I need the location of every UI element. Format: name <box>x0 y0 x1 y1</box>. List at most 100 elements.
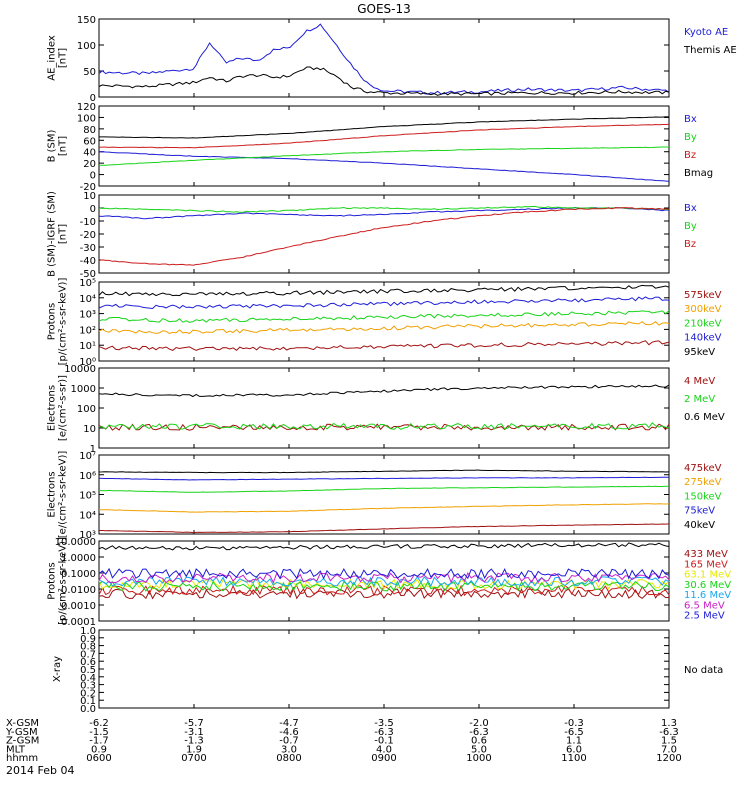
y-axis-label: X-ray <box>52 656 63 682</box>
legend-entry: 140keV <box>684 333 722 344</box>
orbit-table: X-GSM -6.2 -5.7 -4.7 -3.5 -2.0 -0.3 1.3 Y-GSM -1.… <box>5 718 682 764</box>
y-tick-label: 10 <box>83 191 96 202</box>
y-tick-label: 10³ <box>79 310 96 321</box>
y-tick-label: 0.0 <box>80 704 96 715</box>
panel-frame <box>98 194 670 274</box>
series-line <box>98 584 670 597</box>
orbit-value: -4.7 <box>279 718 299 729</box>
y-tick-label: 150 <box>77 15 96 26</box>
orbit-value: 4.0 <box>376 744 392 755</box>
orbit-value: 0.6 <box>471 736 487 747</box>
y-tick-label: -20 <box>80 182 96 193</box>
legend-entry: 165 MeV <box>684 559 728 570</box>
y-tick-label: 100 <box>77 113 96 124</box>
y-tick-label: 0 <box>90 204 96 215</box>
y-tick-label: 60 <box>83 136 96 147</box>
legend-entry: 30.6 MeV <box>684 580 731 591</box>
y-axis-label: [p/(cm²-s-sr-keV)] <box>58 537 69 625</box>
y-tick-label: 0.0100 <box>61 585 96 596</box>
y-tick-label: 10⁷ <box>79 451 96 462</box>
y-axis-label: [nT] <box>58 136 69 156</box>
orbit-value: -6.2 <box>89 718 109 729</box>
plot-title: GOES-13 <box>357 2 411 16</box>
y-tick-label: 40 <box>83 148 96 159</box>
panel-annotation: No data <box>684 665 723 676</box>
orbit-value: 6.0 <box>566 744 582 755</box>
date-label: 2014 Feb 04 <box>6 764 74 777</box>
series-line <box>98 321 670 335</box>
orbit-row-label: Z-GSM <box>6 736 39 747</box>
legend-entry: 475keV <box>684 463 722 474</box>
y-tick-label: 10000 <box>64 364 96 375</box>
orbit-value: -6.3 <box>659 727 679 738</box>
y-tick-label: 0.2 <box>80 688 96 699</box>
orbit-value: -1.3 <box>184 736 204 747</box>
orbit-value: -3.1 <box>184 727 204 738</box>
series-line <box>98 485 670 493</box>
series-line <box>98 23 670 95</box>
legend-entry: Bz <box>684 239 696 250</box>
y-tick-label: 0.5 <box>80 665 96 676</box>
legend-entry: Bx <box>684 114 697 125</box>
orbit-value: 0700 <box>181 753 206 764</box>
y-tick-label: 1.0000 <box>61 553 96 564</box>
panel-frame <box>98 367 670 449</box>
y-tick-label: 0.1000 <box>61 569 96 580</box>
panel-7: 0.0001 0.0010 0.0100 0.1000 1.0000 10.0000 Pro… <box>47 537 732 628</box>
legend-entry: 6.5 MeV <box>684 600 725 611</box>
series-line <box>98 542 670 551</box>
y-tick-label: 1 <box>90 444 96 455</box>
y-tick-label: 80 <box>83 125 96 136</box>
legend-entry: 63.1 MeV <box>684 570 731 581</box>
legend-entry: Kyoto AE <box>684 27 728 38</box>
series-line <box>98 66 670 96</box>
y-tick-label: 10⁶ <box>79 471 96 482</box>
series-line <box>98 423 670 431</box>
series-line <box>98 575 670 588</box>
orbit-value: -0.7 <box>279 736 299 747</box>
y-axis-label: Protons <box>47 562 58 599</box>
series-line <box>98 207 670 266</box>
y-tick-label: 0.9 <box>80 634 96 645</box>
y-axis-label: [p/(cm²-s-sr-keV)] <box>58 278 69 366</box>
series-line <box>98 146 670 166</box>
orbit-value: 1100 <box>561 753 586 764</box>
orbit-value: -6.5 <box>564 727 584 738</box>
panel-frame <box>98 629 670 709</box>
panel-6: 10³ 10⁴ 10⁵ 10⁶ 10⁷ Electrons [e/(cm²-s-sr-keV… <box>47 451 722 541</box>
panel-3: -50 -40 -30 -20 -10 0 10 B (SM)-IGRF (SM) [nT] Bx… <box>47 191 697 280</box>
y-tick-label: 0.0010 <box>61 601 96 612</box>
orbit-value: -6.3 <box>469 727 489 738</box>
panel-frame <box>98 105 670 187</box>
orbit-value: -0.3 <box>564 718 584 729</box>
orbit-value: 1200 <box>656 753 681 764</box>
orbit-value: 0800 <box>276 753 301 764</box>
y-tick-label: 10⁴ <box>79 294 96 305</box>
y-tick-label: 10⁵ <box>79 491 96 502</box>
series-line <box>98 205 670 213</box>
legend-entry: 11.6 MeV <box>684 590 731 601</box>
series-line <box>98 567 670 580</box>
y-tick-label: 10⁰ <box>79 357 96 368</box>
panel-4: 10⁰ 10¹ 10² 10³ 10⁴ 10⁵ Protons [p/(cm²-s-sr-ke… <box>47 278 722 368</box>
y-axis-label: B (SM) <box>47 129 58 162</box>
series-line <box>98 384 670 398</box>
y-axis-label: [nT] <box>58 224 69 244</box>
series-line <box>98 151 670 182</box>
legend-entry: By <box>684 221 697 232</box>
y-tick-label: -50 <box>80 269 96 280</box>
y-tick-label: 1.0 <box>80 626 96 637</box>
legend-entry: 2.5 MeV <box>684 611 725 622</box>
y-axis-label: Electrons <box>47 385 58 431</box>
y-tick-label: 10² <box>79 325 96 336</box>
y-tick-label: 10³ <box>79 530 96 541</box>
y-tick-label: 0.8 <box>80 642 96 653</box>
orbit-value: 0900 <box>371 753 396 764</box>
y-tick-label: 100 <box>77 41 96 52</box>
orbit-value: -2.0 <box>469 718 489 729</box>
legend-entry: 75keV <box>684 506 715 517</box>
orbit-row-label: MLT <box>6 744 26 755</box>
orbit-value: 0.9 <box>91 744 107 755</box>
legend-entry: Bmag <box>684 168 713 179</box>
